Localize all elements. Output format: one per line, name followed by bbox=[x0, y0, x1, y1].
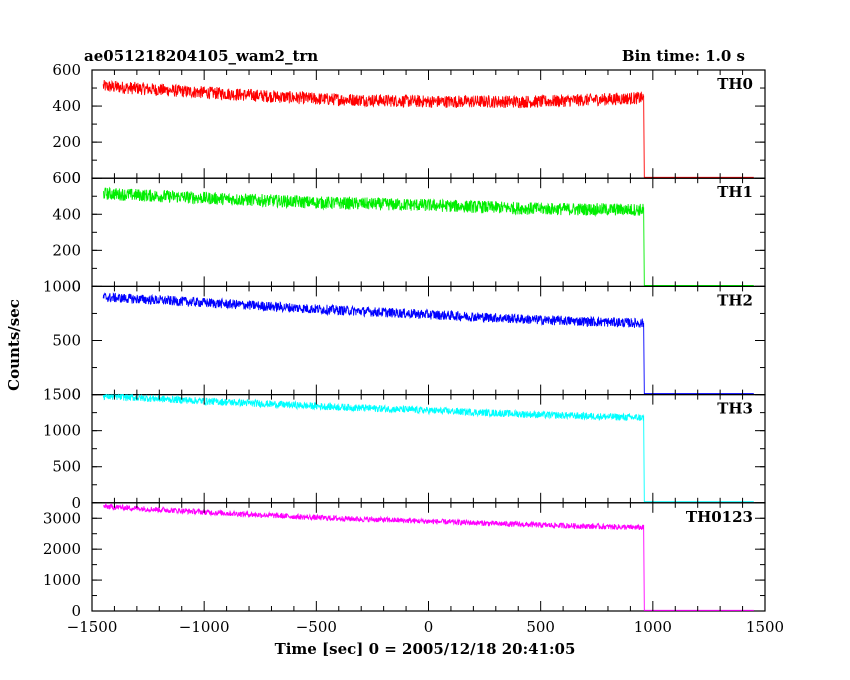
x-tick-label: −500 bbox=[296, 618, 337, 636]
panel-frame-TH0123 bbox=[91, 502, 766, 612]
panel-label-TH3: TH3 bbox=[717, 400, 753, 418]
series-line-TH1 bbox=[103, 186, 754, 286]
panels-group: TH0 0 200 400 600 TH1 0 200 400 600 TH2 0 500 1000 TH3… bbox=[43, 61, 784, 636]
y-axis-label: Counts/sec bbox=[5, 299, 23, 391]
series-line-TH0123 bbox=[103, 502, 754, 611]
x-tick-label: −1000 bbox=[179, 618, 230, 636]
y-tick-label-TH0: 600 bbox=[52, 61, 81, 79]
x-tick-label: −1500 bbox=[67, 618, 118, 636]
y-tick-label-TH0123: 3000 bbox=[43, 509, 81, 527]
y-tick-label-TH0: 200 bbox=[52, 133, 81, 151]
panel-label-TH2: TH2 bbox=[717, 291, 753, 309]
y-tick-label-TH1: 400 bbox=[52, 205, 81, 223]
y-tick-label-TH3: 1000 bbox=[43, 422, 81, 440]
y-tick-label-TH2: 1000 bbox=[43, 277, 81, 295]
y-tick-label-TH3: 500 bbox=[52, 458, 81, 476]
bin-time-label: Bin time: 1.0 s bbox=[622, 47, 745, 65]
y-tick-label-TH2: 500 bbox=[52, 332, 81, 350]
x-axis-label: Time [sec] 0 = 2005/12/18 20:41:05 bbox=[275, 640, 576, 658]
y-tick-label-TH2: 0 bbox=[71, 386, 81, 404]
y-tick-label-TH1: 0 bbox=[71, 277, 81, 295]
y-tick-label-TH0: 400 bbox=[52, 97, 81, 115]
y-tick-label-TH1: 200 bbox=[52, 241, 81, 259]
x-tick-label: 1000 bbox=[634, 618, 672, 636]
panel-label-TH0: TH0 bbox=[717, 75, 753, 93]
panel-label-TH1: TH1 bbox=[717, 183, 753, 201]
y-tick-label-TH0123: 1000 bbox=[43, 571, 81, 589]
figure-title: ae051218204105_wam2_trn bbox=[84, 47, 318, 65]
y-tick-label-TH1: 600 bbox=[52, 169, 81, 187]
y-tick-label-TH3: 0 bbox=[71, 494, 81, 512]
panel-label-TH0123: TH0123 bbox=[686, 508, 753, 526]
series-line-TH3 bbox=[102, 393, 754, 503]
x-tick-label: 1500 bbox=[746, 618, 784, 636]
y-tick-label-TH3: 1500 bbox=[43, 386, 81, 404]
series-line-TH0 bbox=[102, 79, 754, 178]
y-tick-label-TH0: 0 bbox=[71, 169, 81, 187]
panel-frame-TH2 bbox=[91, 285, 766, 396]
y-tick-label-TH0123: 0 bbox=[71, 602, 81, 620]
x-tick-label: 500 bbox=[526, 618, 555, 636]
x-tick-label: 0 bbox=[424, 618, 434, 636]
panel-frame-TH0 bbox=[91, 69, 766, 179]
series-line-TH2 bbox=[102, 292, 754, 394]
y-tick-label-TH0123: 2000 bbox=[43, 540, 81, 558]
